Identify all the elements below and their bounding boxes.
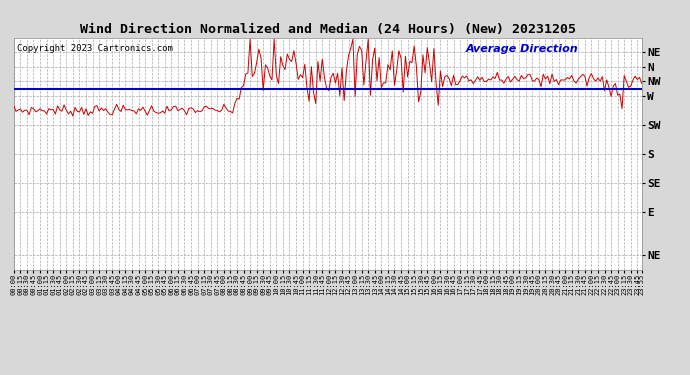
Text: Average Direction: Average Direction: [466, 45, 578, 54]
Title: Wind Direction Normalized and Median (24 Hours) (New) 20231205: Wind Direction Normalized and Median (24…: [80, 23, 575, 36]
Text: Copyright 2023 Cartronics.com: Copyright 2023 Cartronics.com: [17, 45, 172, 54]
